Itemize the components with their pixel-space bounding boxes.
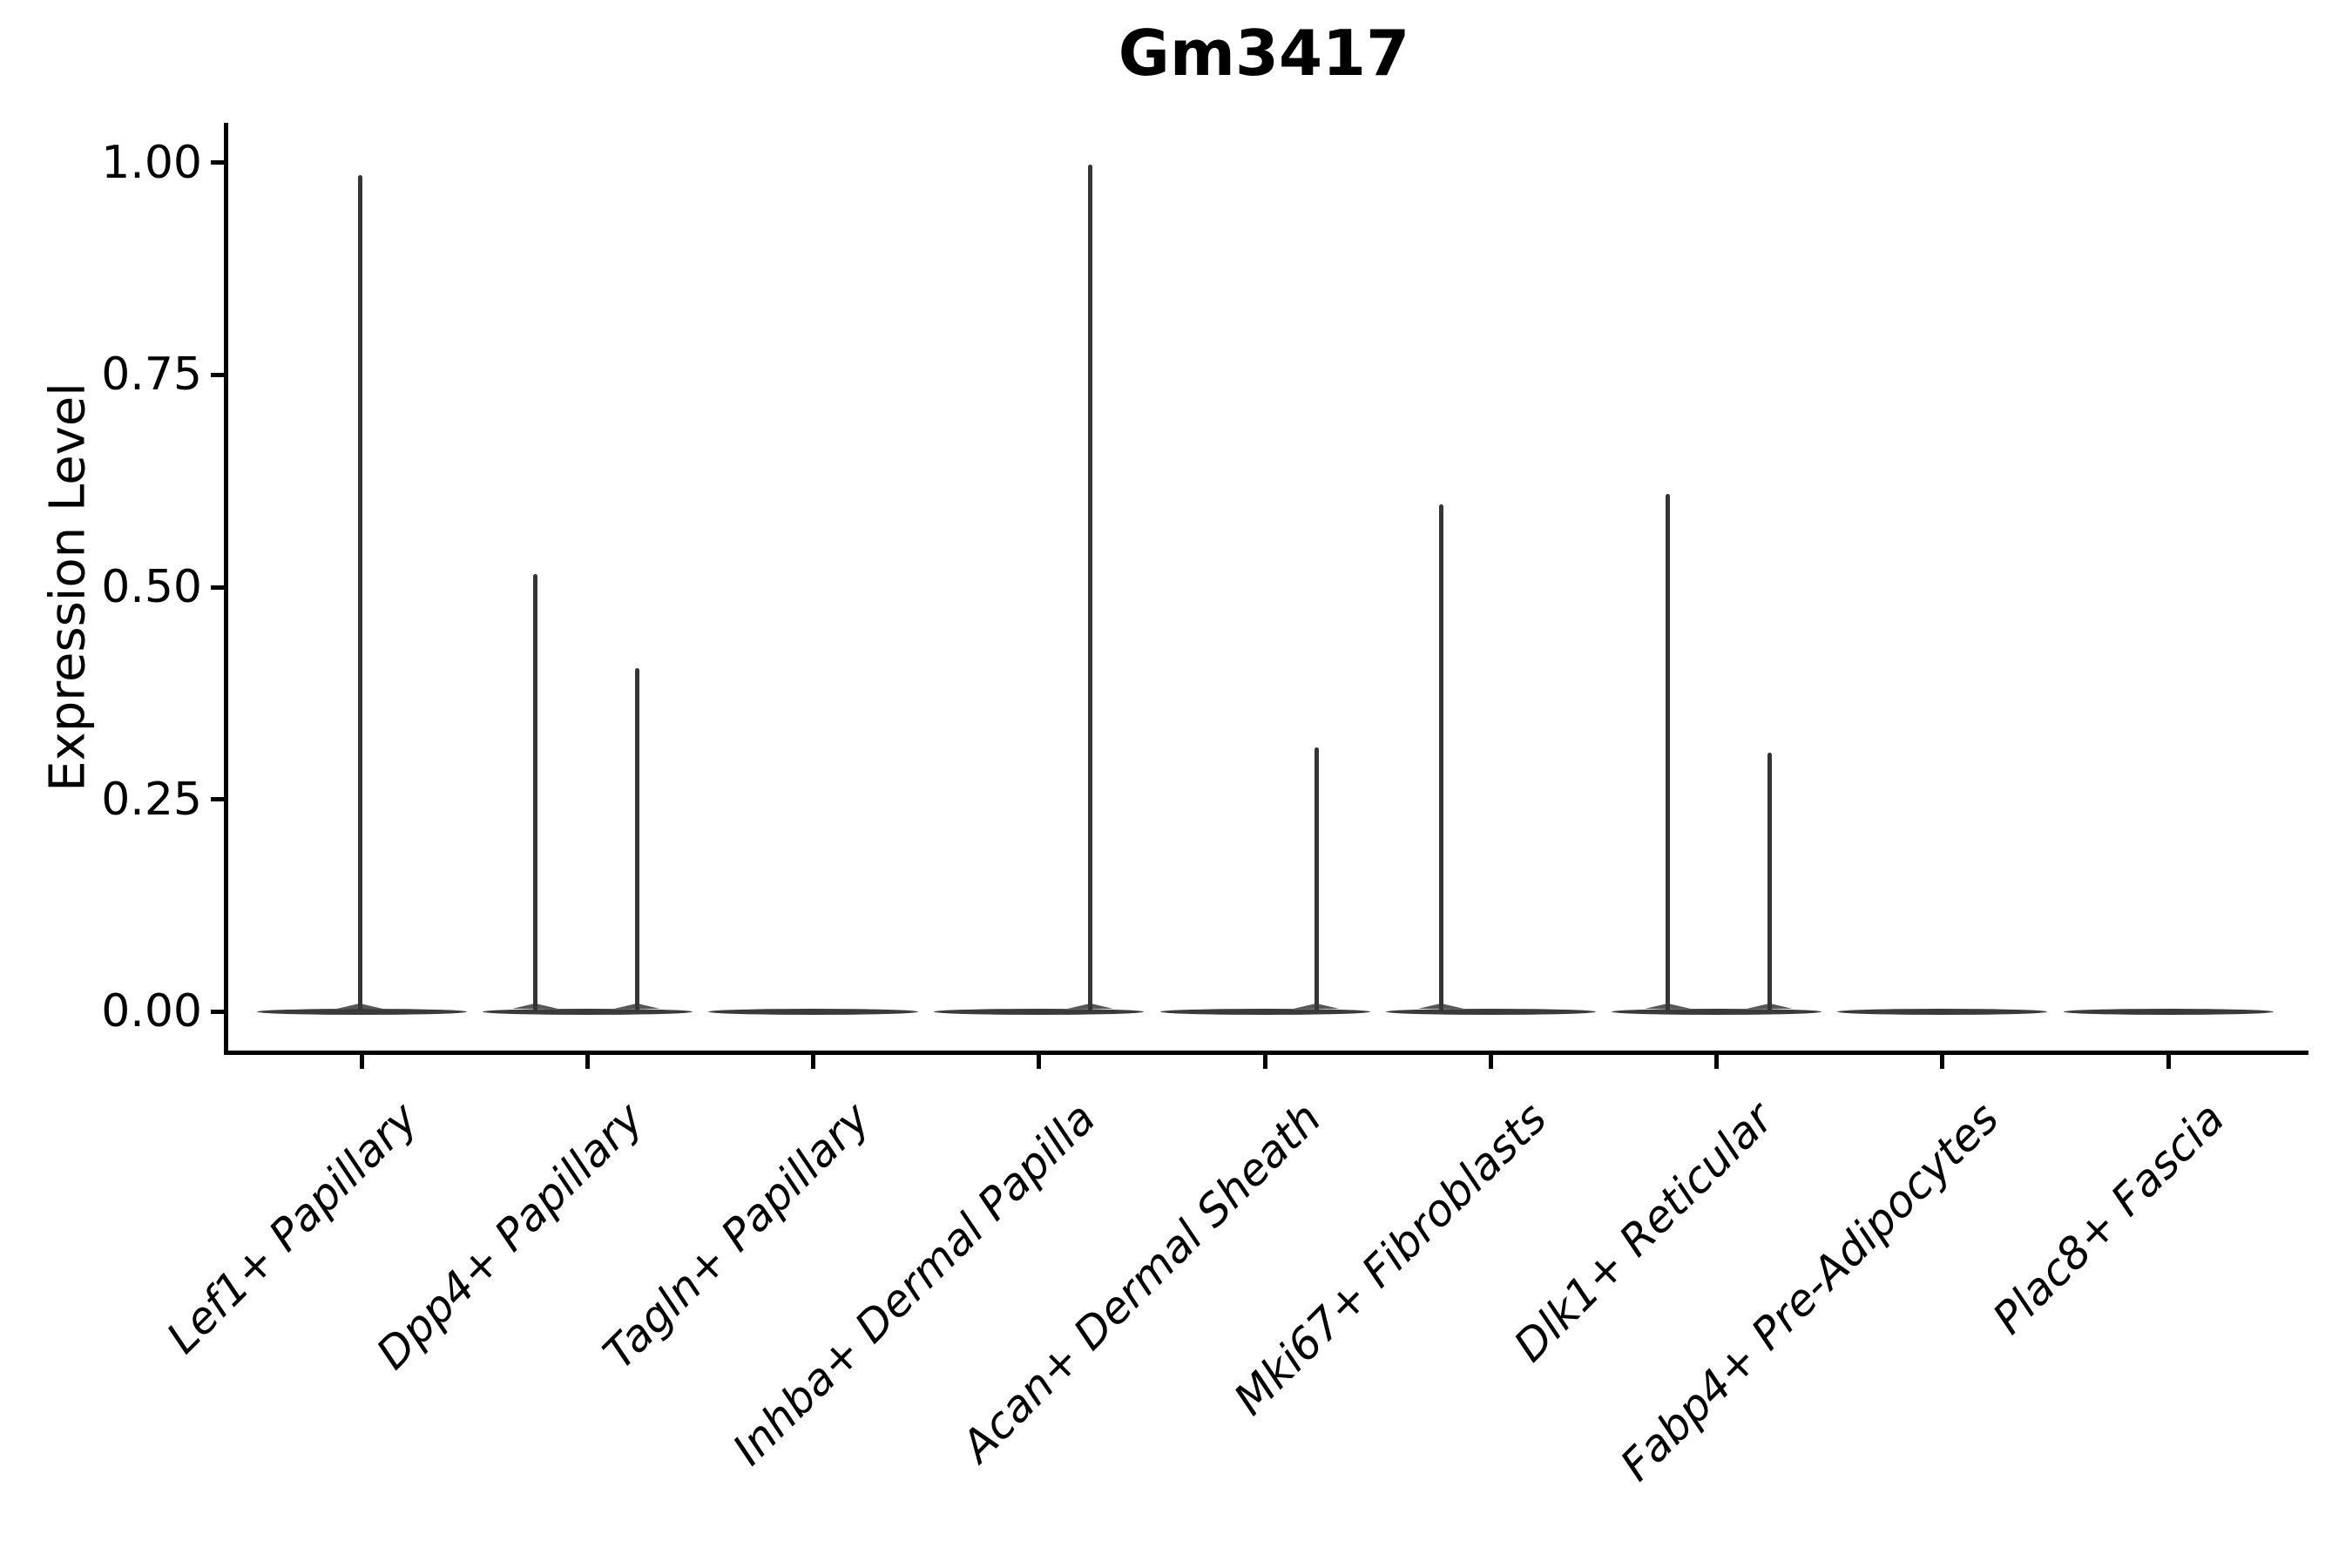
x-tick-mark [1488, 1055, 1493, 1069]
violin-baseline [2063, 1008, 2274, 1015]
violin-spike [1666, 493, 1670, 1010]
x-tick-mark [1037, 1055, 1042, 1069]
y-tick-mark [211, 372, 224, 377]
violin-baseline [1159, 1008, 1370, 1015]
x-tick-label: Fabp4+ Pre-Adipocytes [1610, 1092, 2009, 1491]
y-tick-label: 0.50 [101, 561, 202, 614]
x-tick-mark [811, 1055, 815, 1069]
chart-title: Gm3417 [1118, 17, 1410, 90]
x-tick-label: Lef1+ Papillary [157, 1092, 428, 1363]
x-tick-label: Acan+ Dermal Sheath [951, 1092, 1331, 1472]
x-tick-mark [359, 1055, 364, 1069]
x-tick-label: Plac8+ Fascia [1983, 1092, 2234, 1344]
violin-spike [1438, 504, 1443, 1010]
violin-spike [1767, 753, 1772, 1010]
x-tick-mark [1262, 1055, 1267, 1069]
y-axis-line [224, 123, 228, 1055]
y-tick-mark [211, 585, 224, 590]
x-tick-mark [1940, 1055, 1945, 1069]
y-tick-mark [211, 160, 224, 166]
y-tick-label: 0.00 [101, 985, 202, 1038]
violin-spike [1088, 164, 1093, 1010]
violin-spike [634, 667, 639, 1010]
y-tick-label: 0.75 [101, 348, 202, 402]
violin-baseline [1612, 1008, 1821, 1015]
violin-spike [1314, 747, 1319, 1010]
y-tick-mark [211, 1009, 224, 1014]
y-tick-label: 1.00 [101, 136, 202, 189]
violin-baseline [708, 1008, 918, 1015]
violin-spike [532, 574, 537, 1010]
x-tick-mark [2166, 1055, 2171, 1069]
violin-baseline [934, 1008, 1145, 1015]
violin-baseline [482, 1008, 693, 1015]
y-tick-label: 0.25 [101, 773, 202, 826]
violin-baseline [1385, 1008, 1596, 1015]
violin-baseline [256, 1008, 467, 1015]
x-tick-mark [585, 1055, 590, 1069]
violin-baseline [1837, 1008, 2048, 1015]
x-axis-line [224, 1051, 2308, 1055]
x-tick-mark [1714, 1055, 1719, 1069]
x-tick-label: Inhba+ Dermal Papilla [722, 1092, 1105, 1476]
y-tick-mark [211, 797, 224, 802]
violin-spike [357, 175, 362, 1010]
